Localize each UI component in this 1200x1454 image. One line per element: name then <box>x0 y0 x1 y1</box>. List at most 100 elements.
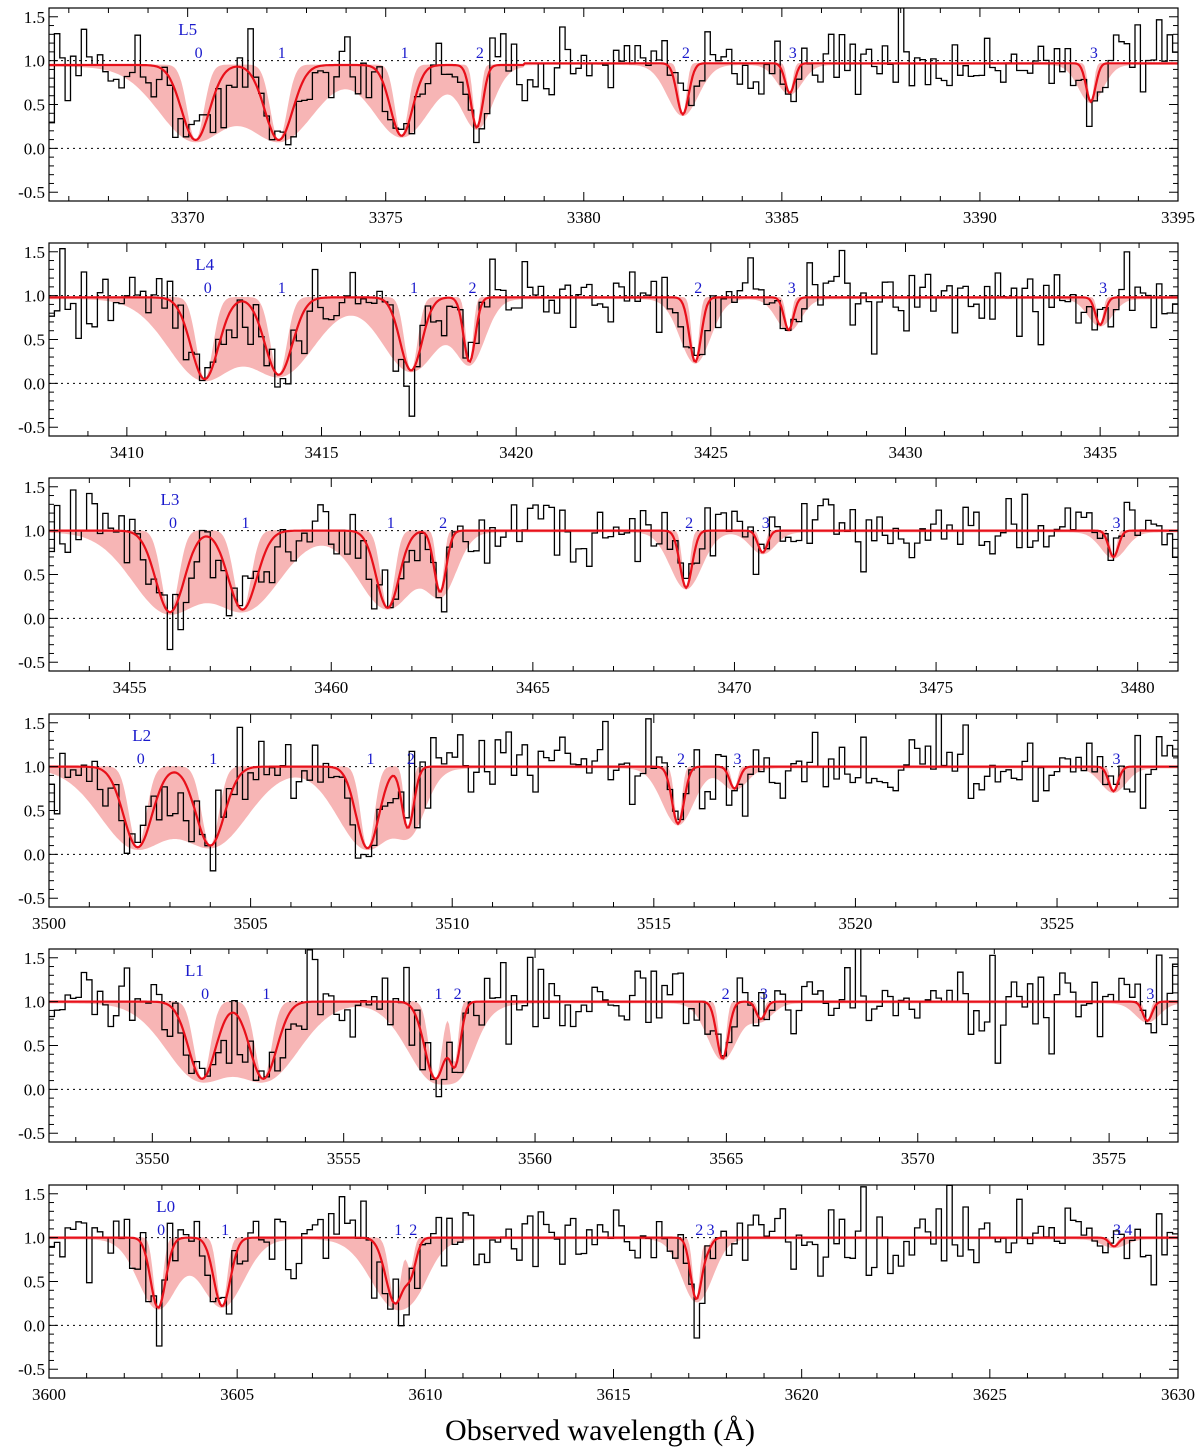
transition-label: 2 <box>468 280 476 297</box>
y-tick-label: 0.5 <box>24 1037 45 1056</box>
observed-spectrum <box>49 949 1178 1098</box>
y-tick-label: 0.0 <box>24 845 45 864</box>
line-group-label: L0 <box>156 1197 175 1216</box>
transition-label: 0 <box>169 515 177 532</box>
transition-label: 1 <box>209 751 217 768</box>
x-tick-label: 3550 <box>135 1149 169 1168</box>
transition-label: 2 <box>409 1222 417 1239</box>
panel-6: 3600 3605 3610 3615 3620 3625 3630 -0.5 0.0 0.5 1.… <box>18 1184 1195 1404</box>
x-tick-label: 3375 <box>369 208 403 227</box>
y-tick-label: 1.5 <box>24 1185 45 1204</box>
y-tick-label: -0.5 <box>18 1360 45 1379</box>
y-tick-label: 1.5 <box>24 8 45 27</box>
y-tick-label: 0.5 <box>24 96 45 115</box>
transition-label: 0 <box>157 1222 165 1239</box>
x-tick-label: 3430 <box>888 443 922 462</box>
transition-label: 2 <box>722 986 730 1003</box>
x-tick-label: 3410 <box>110 443 144 462</box>
transition-label: 3 <box>1112 751 1120 768</box>
transition-label: 1 <box>367 751 375 768</box>
panel-2: 3410 3415 3420 3425 3430 3435 -0.5 0.0 0.5 1.0 1.5… <box>18 242 1179 462</box>
plot-area <box>49 8 1178 149</box>
transition-label: 0 <box>137 751 145 768</box>
y-tick-label: 1.5 <box>24 478 45 497</box>
model-fit-line <box>49 62 1178 142</box>
panel-5: 3550 3555 3560 3565 3570 3575 -0.5 0.0 0.5 1.0 1.5… <box>18 948 1179 1168</box>
observed-spectrum <box>49 714 1178 872</box>
transition-label: 3 <box>1112 515 1120 532</box>
y-tick-label: -0.5 <box>18 1124 45 1143</box>
y-tick-label: 1.0 <box>24 993 45 1012</box>
y-tick-label: 0.5 <box>24 802 45 821</box>
transition-label: 3 <box>762 515 770 532</box>
line-group-label: L2 <box>132 726 151 745</box>
panel-1: 3370 3375 3380 3385 3390 3395 -0.5 0.0 0.5 1.0 1.5… <box>18 7 1195 227</box>
plot-area <box>49 714 1178 872</box>
transition-label: 1 <box>278 280 286 297</box>
transition-label: 3 <box>1113 1222 1121 1239</box>
model-uncertainty-band <box>49 530 1178 615</box>
x-tick-label: 3470 <box>717 678 751 697</box>
x-tick-label: 3385 <box>765 208 799 227</box>
plot-area <box>49 248 1178 417</box>
y-tick-label: 1.0 <box>24 1229 45 1248</box>
plot-area <box>49 949 1178 1098</box>
y-tick-label: 1.0 <box>24 522 45 541</box>
x-tick-label: 3415 <box>305 443 339 462</box>
x-tick-label: 3615 <box>597 1385 631 1404</box>
x-tick-label: 3515 <box>637 914 671 933</box>
x-tick-label: 3480 <box>1121 678 1155 697</box>
model-fit-line <box>49 296 1178 381</box>
x-tick-label: 3395 <box>1161 208 1195 227</box>
x-tick-label: 3505 <box>234 914 268 933</box>
y-tick-label: 0.5 <box>24 1273 45 1292</box>
x-tick-label: 3425 <box>694 443 728 462</box>
transition-label: 3 <box>1099 280 1107 297</box>
x-tick-label: 3610 <box>408 1385 442 1404</box>
model-uncertainty-band <box>49 766 1178 851</box>
transition-label: 2 <box>476 45 484 62</box>
y-tick-label: 0.5 <box>24 566 45 585</box>
panel-4: 3500 3505 3510 3515 3520 3525 -0.5 0.0 0.5 1.0 1.5… <box>18 713 1179 933</box>
x-tick-label: 3435 <box>1083 443 1117 462</box>
panel-frame <box>48 713 1179 908</box>
y-tick-label: 0.0 <box>24 1080 45 1099</box>
x-tick-label: 3370 <box>171 208 205 227</box>
x-tick-label: 3560 <box>518 1149 552 1168</box>
x-axis-label: Observed wavelength (Å) <box>445 1414 755 1447</box>
transition-label: 2 <box>677 751 685 768</box>
transition-label: 1 <box>387 515 395 532</box>
x-tick-label: 3465 <box>516 678 550 697</box>
x-tick-label: 3500 <box>32 914 66 933</box>
line-group-label: L3 <box>161 490 180 509</box>
x-tick-label: 3380 <box>567 208 601 227</box>
transition-label: 3 <box>788 280 796 297</box>
x-tick-label: 3460 <box>314 678 348 697</box>
transition-label: 3 <box>760 986 768 1003</box>
y-tick-label: 1.0 <box>24 758 45 777</box>
transition-label: 2 <box>439 515 447 532</box>
y-tick-label: 1.5 <box>24 949 45 968</box>
transition-label: 1 <box>394 1222 402 1239</box>
transition-label: 2 <box>695 1222 703 1239</box>
y-tick-label: -0.5 <box>18 889 45 908</box>
y-tick-label: 0.0 <box>24 1316 45 1335</box>
model-fit-line <box>49 1236 1178 1309</box>
observed-spectrum <box>49 8 1178 146</box>
y-tick-label: -0.5 <box>18 418 45 437</box>
transition-label: 2 <box>454 986 462 1003</box>
x-tick-label: 3555 <box>327 1149 361 1168</box>
transition-label: 2 <box>407 751 415 768</box>
x-tick-label: 3510 <box>435 914 469 933</box>
transition-label: 3 <box>1090 45 1098 62</box>
transition-label: 3 <box>789 45 797 62</box>
y-tick-label: -0.5 <box>18 183 45 202</box>
x-tick-label: 3420 <box>499 443 533 462</box>
transition-label: 1 <box>401 45 409 62</box>
x-tick-label: 3520 <box>838 914 872 933</box>
transition-label: 0 <box>201 986 209 1003</box>
transition-label: 1 <box>278 45 286 62</box>
transition-label: 4 <box>1124 1222 1132 1239</box>
y-tick-label: 0.5 <box>24 331 45 350</box>
